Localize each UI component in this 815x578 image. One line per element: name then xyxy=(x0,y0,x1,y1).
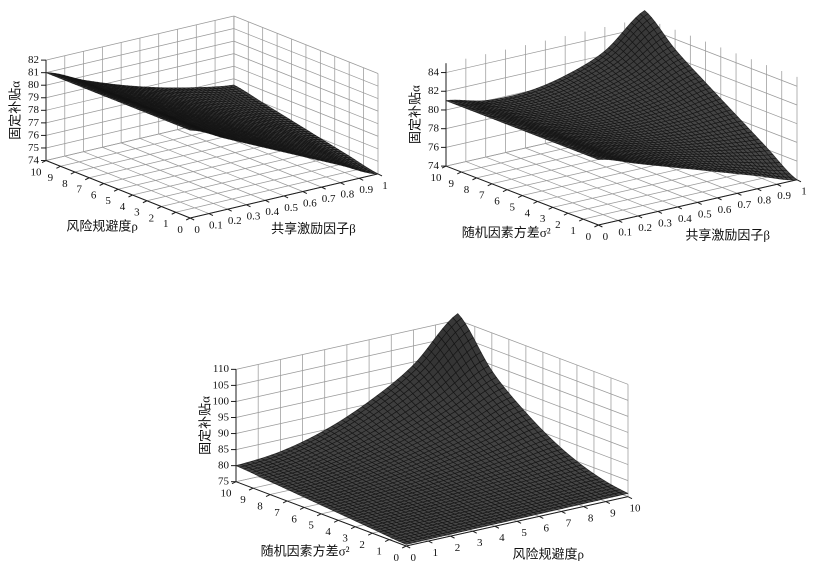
surface-plot-subsidy-vs-rho-sigma xyxy=(178,296,642,578)
surface-plot-subsidy-vs-beta-sigma xyxy=(400,0,815,262)
surface-plot-subsidy-vs-beta-rho xyxy=(0,0,400,262)
